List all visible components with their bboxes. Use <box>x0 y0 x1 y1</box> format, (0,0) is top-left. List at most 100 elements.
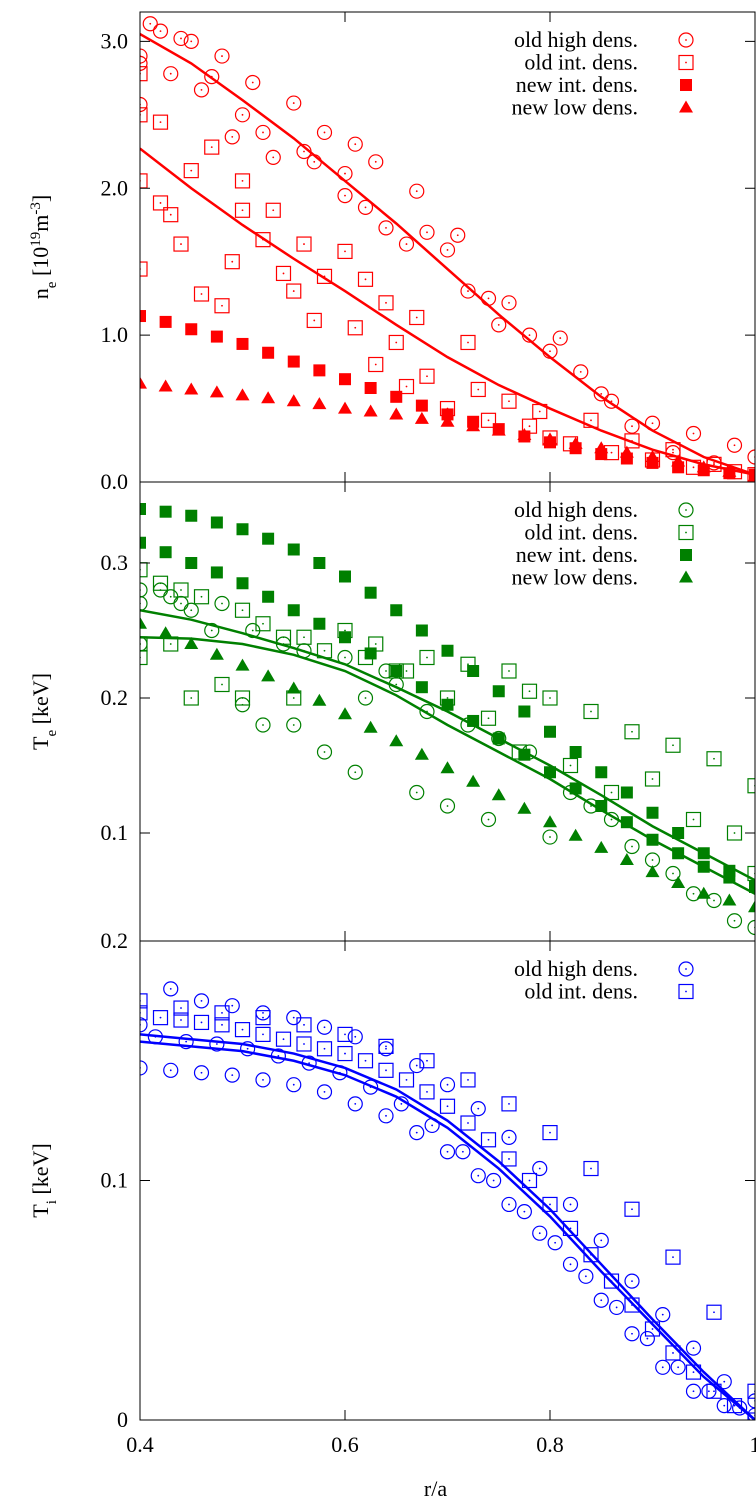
marker <box>562 1256 579 1272</box>
marker <box>337 1045 353 1062</box>
marker-ring <box>486 1172 502 1189</box>
marker-ring <box>163 66 179 82</box>
marker <box>287 604 300 617</box>
marker <box>347 1029 363 1045</box>
marker-square <box>313 557 326 569</box>
marker-box <box>747 1383 755 1399</box>
marker <box>470 1168 486 1184</box>
marker-dot <box>508 1136 510 1139</box>
marker <box>378 1062 394 1078</box>
marker-box <box>296 236 312 252</box>
y-axis-label-part: e <box>44 730 60 737</box>
marker-triangle <box>235 388 250 401</box>
marker-square <box>185 557 198 569</box>
marker-dot <box>364 206 367 209</box>
marker-dot <box>344 629 346 632</box>
marker-ring <box>547 1235 563 1251</box>
marker-ring <box>378 1108 394 1124</box>
marker <box>255 616 271 632</box>
marker-box <box>644 771 661 787</box>
marker <box>255 717 271 733</box>
marker-dot <box>385 1045 387 1048</box>
marker <box>398 236 415 252</box>
marker <box>296 1017 312 1033</box>
marker <box>439 798 456 814</box>
marker <box>234 690 251 706</box>
marker <box>583 703 599 720</box>
marker <box>542 1124 558 1141</box>
marker-dot <box>405 1079 408 1081</box>
marker-ring <box>152 23 169 39</box>
marker-box <box>152 195 169 211</box>
marker <box>337 165 353 182</box>
x-tick-label: 1 <box>750 1432 756 1457</box>
marker-box <box>685 811 702 828</box>
marker-triangle <box>414 411 429 424</box>
marker-ring <box>140 582 148 598</box>
marker-box <box>747 865 755 882</box>
marker-box <box>665 737 681 753</box>
marker <box>140 376 147 389</box>
marker <box>286 681 301 694</box>
marker <box>214 595 230 612</box>
marker-dot <box>538 1232 541 1235</box>
marker <box>672 827 685 839</box>
marker-square <box>236 337 249 350</box>
marker-box <box>368 356 384 373</box>
marker <box>184 637 199 649</box>
marker-square <box>680 79 692 91</box>
plot-frame <box>139 940 756 1421</box>
marker <box>480 811 497 828</box>
marker <box>234 202 251 218</box>
marker-box <box>419 1053 435 1069</box>
marker <box>542 1196 558 1213</box>
y-axis-label-part: [10 <box>28 247 53 282</box>
marker <box>245 74 261 91</box>
marker-dot <box>672 1352 674 1354</box>
marker-dot <box>446 1150 449 1153</box>
marker <box>347 764 363 780</box>
marker-triangle <box>543 432 557 445</box>
marker-ring <box>678 502 694 518</box>
marker <box>265 202 281 218</box>
marker-box <box>140 636 148 652</box>
marker-ring <box>439 1077 456 1093</box>
marker-box <box>583 1160 599 1177</box>
marker-dot <box>426 656 428 659</box>
marker-dot <box>508 1203 510 1206</box>
marker <box>140 536 146 549</box>
marker-ring <box>316 124 333 141</box>
marker <box>573 364 589 380</box>
marker-box <box>439 1098 456 1114</box>
marker-dot <box>344 1052 346 1055</box>
marker <box>262 532 275 545</box>
marker <box>603 784 620 801</box>
marker <box>287 355 300 368</box>
marker-ring <box>593 386 609 402</box>
marker <box>193 589 210 605</box>
marker-square <box>467 665 480 677</box>
marker <box>357 271 374 287</box>
marker <box>532 1225 548 1241</box>
marker-ring <box>316 1084 333 1100</box>
marker-dot <box>262 1011 264 1014</box>
marker-dot <box>672 451 674 454</box>
marker <box>670 1359 686 1375</box>
marker-triangle <box>140 376 147 389</box>
marker <box>316 124 333 141</box>
marker-ring <box>685 1340 702 1356</box>
marker-triangle <box>696 460 711 473</box>
marker-dot <box>590 710 592 713</box>
marker-dot <box>190 697 193 699</box>
marker <box>173 1012 189 1028</box>
marker <box>312 397 327 410</box>
marker-dot <box>692 892 695 895</box>
marker <box>655 1359 671 1375</box>
marker-dot <box>685 39 687 41</box>
marker <box>480 710 497 726</box>
marker-dot <box>190 609 193 612</box>
marker <box>152 575 169 591</box>
marker-dot <box>241 113 244 116</box>
y-tick-label: 0 <box>117 1407 128 1432</box>
marker <box>313 557 326 569</box>
